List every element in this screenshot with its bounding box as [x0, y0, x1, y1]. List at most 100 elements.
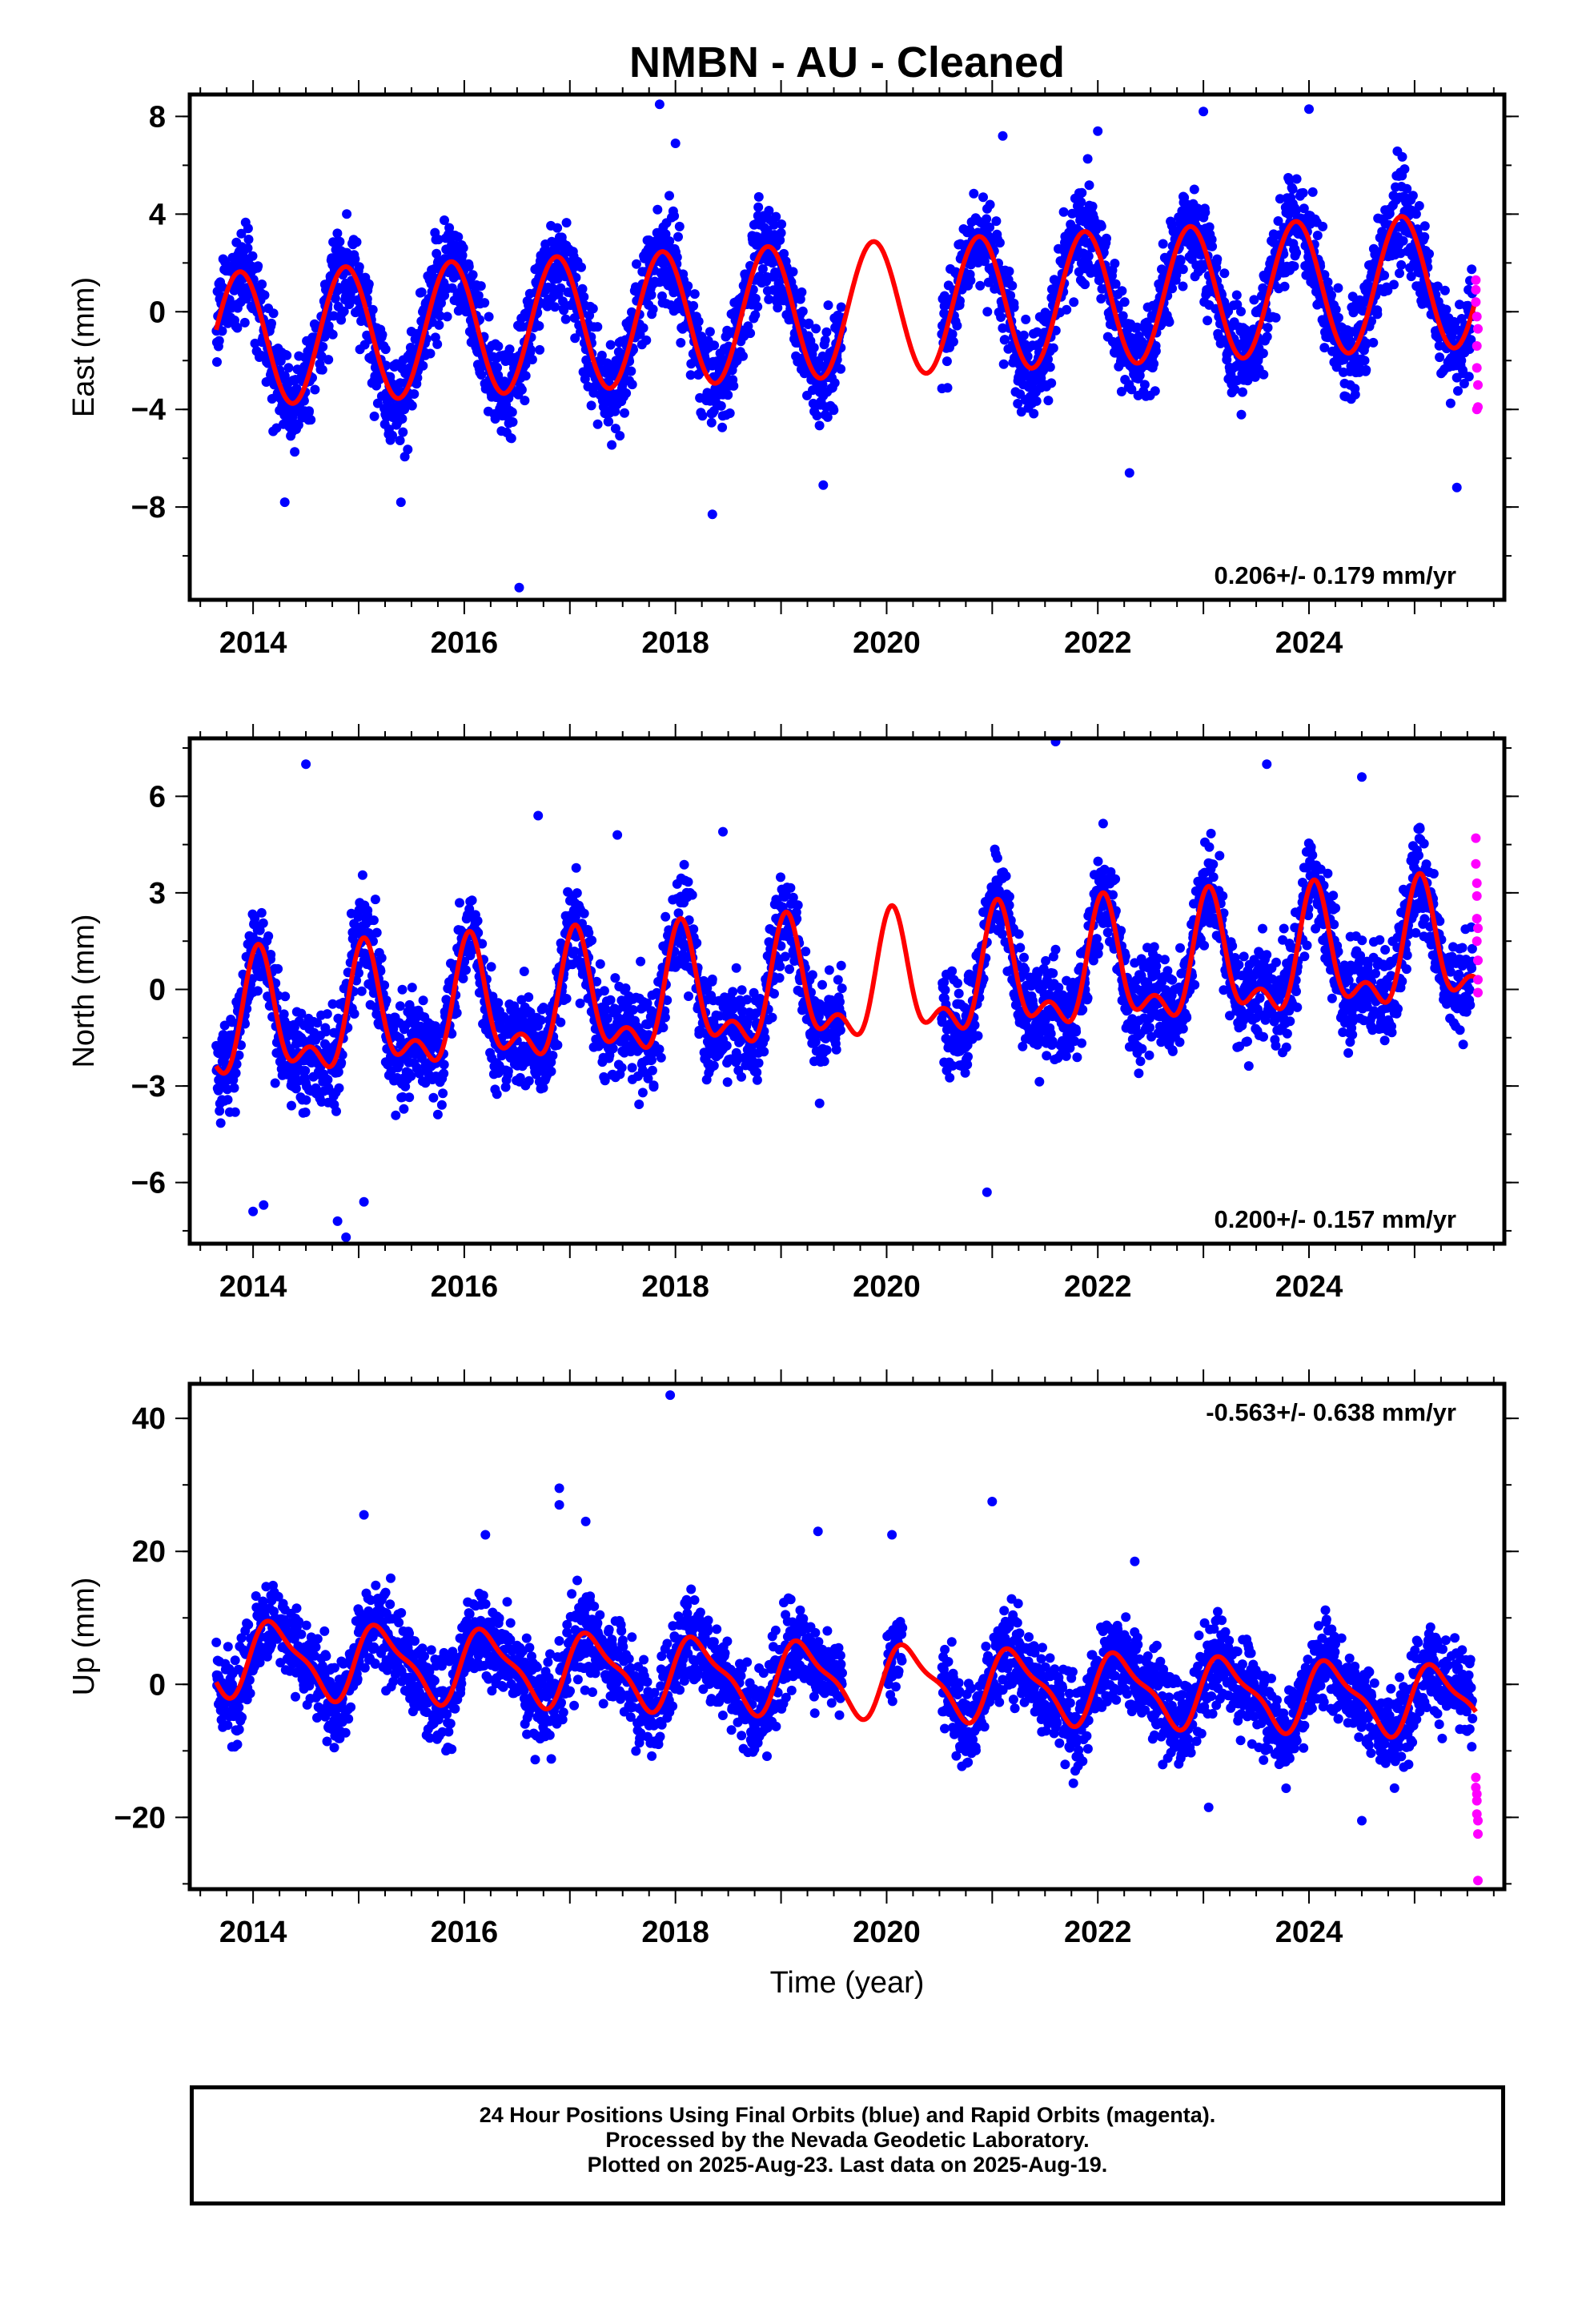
final-point — [391, 1110, 401, 1120]
final-point — [579, 292, 589, 302]
final-point — [777, 219, 787, 229]
final-point — [477, 939, 488, 949]
final-point — [1132, 322, 1142, 332]
final-point — [1212, 254, 1223, 264]
final-point — [610, 973, 620, 983]
final-point — [458, 243, 468, 253]
final-point-outlier — [396, 497, 406, 508]
final-point — [1087, 201, 1098, 211]
final-point — [1345, 336, 1355, 347]
final-point — [775, 235, 785, 245]
final-point — [595, 959, 605, 969]
final-point — [339, 306, 349, 316]
final-point — [368, 915, 379, 926]
final-point — [1171, 270, 1182, 280]
final-point — [492, 1089, 502, 1100]
final-point — [665, 191, 674, 201]
final-point — [1149, 359, 1159, 369]
final-point — [535, 344, 545, 355]
final-point — [227, 1017, 237, 1027]
final-point — [1396, 259, 1407, 270]
rapid-point — [1472, 341, 1482, 351]
final-point — [1126, 384, 1137, 395]
final-point — [592, 322, 603, 332]
final-point — [836, 364, 846, 374]
rapid-point — [1471, 297, 1481, 308]
final-point-outlier — [670, 139, 681, 148]
x-tick-label: 2016 — [431, 626, 499, 660]
final-point — [1231, 290, 1242, 300]
final-point — [473, 291, 484, 301]
rapid-point — [1471, 284, 1481, 295]
final-point — [1238, 387, 1247, 397]
final-point — [1189, 184, 1199, 195]
final-point — [332, 228, 343, 239]
final-point — [406, 1071, 416, 1081]
final-point — [232, 323, 243, 333]
final-point — [1200, 207, 1211, 218]
final-point — [721, 1040, 732, 1051]
final-point — [1219, 268, 1230, 279]
final-point — [263, 931, 274, 941]
final-point — [538, 1083, 548, 1093]
final-point — [300, 1108, 311, 1117]
final-point — [610, 424, 620, 434]
final-point-outlier — [1304, 104, 1314, 115]
final-point — [291, 1068, 300, 1079]
final-point — [829, 378, 840, 388]
final-point — [255, 925, 265, 935]
final-point — [1291, 206, 1301, 216]
final-point — [723, 390, 733, 400]
final-point — [1175, 255, 1186, 266]
final-point — [634, 1100, 644, 1109]
final-point — [817, 380, 828, 390]
final-point — [310, 384, 320, 395]
final-point — [318, 342, 328, 352]
final-point — [250, 913, 260, 923]
plot-area-north — [211, 738, 1483, 1242]
final-point — [1178, 281, 1188, 292]
final-point — [1110, 279, 1121, 289]
final-point — [1298, 187, 1308, 198]
final-point — [1350, 389, 1360, 400]
final-point — [722, 1077, 733, 1088]
final-point — [461, 965, 471, 975]
rapid-point — [1473, 380, 1483, 390]
final-point — [363, 905, 373, 915]
final-point — [405, 343, 416, 352]
final-point — [615, 431, 625, 441]
final-point — [1119, 297, 1130, 308]
final-point — [679, 859, 689, 870]
final-point — [774, 973, 785, 983]
final-point — [725, 408, 735, 418]
final-point — [1407, 191, 1418, 201]
final-point — [400, 1081, 411, 1092]
final-point — [797, 306, 808, 316]
final-point — [985, 222, 995, 232]
final-point — [538, 1003, 548, 1012]
final-point — [330, 293, 340, 304]
final-point — [236, 228, 247, 239]
final-point — [561, 994, 572, 1003]
final-point — [737, 1072, 746, 1082]
final-point — [376, 953, 387, 963]
final-point — [1299, 203, 1309, 214]
final-point — [525, 1007, 536, 1018]
final-point — [525, 344, 536, 355]
final-point — [1009, 302, 1019, 312]
final-point — [1048, 343, 1058, 353]
final-point — [399, 1104, 409, 1114]
final-point — [604, 416, 614, 427]
final-point — [966, 275, 976, 286]
final-point — [648, 304, 658, 315]
final-point — [1291, 247, 1302, 258]
plot-area-east — [211, 99, 1483, 593]
final-point — [641, 335, 652, 345]
final-point — [236, 1040, 246, 1051]
final-point — [1249, 295, 1259, 305]
final-point — [1327, 290, 1336, 300]
final-point — [430, 1021, 440, 1031]
final-point-outlier — [654, 99, 665, 110]
final-point — [1084, 180, 1094, 191]
